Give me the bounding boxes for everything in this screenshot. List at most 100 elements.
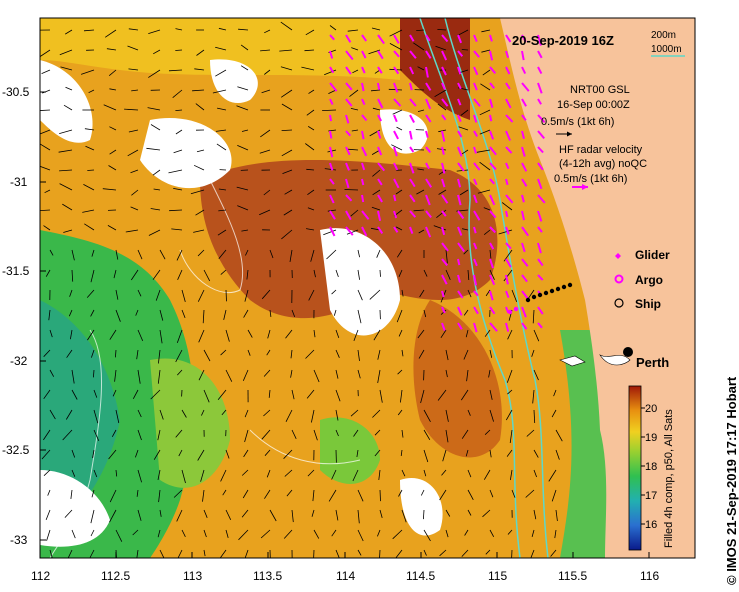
velocity-arrow bbox=[436, 148, 447, 151]
velocity-arrow bbox=[357, 369, 361, 379]
velocity-arrow bbox=[313, 369, 320, 383]
glider-legend-label: Glider bbox=[635, 248, 670, 262]
velocity-arrow bbox=[71, 249, 75, 261]
velocity-arrow bbox=[218, 209, 227, 212]
velocity-arrow bbox=[59, 183, 73, 191]
hf-arrow bbox=[537, 34, 542, 46]
hf-arrow bbox=[489, 258, 494, 269]
hf-arrow bbox=[345, 82, 353, 91]
cloud-gap bbox=[40, 470, 110, 547]
velocity-arrow bbox=[377, 369, 381, 384]
x-tick-label: 116 bbox=[640, 569, 659, 583]
velocity-arrow bbox=[130, 269, 139, 281]
velocity-arrow bbox=[84, 223, 95, 231]
velocity-arrow bbox=[111, 429, 117, 437]
velocity-arrow bbox=[281, 149, 293, 157]
velocity-arrow bbox=[159, 309, 164, 321]
velocity-arrow bbox=[357, 349, 360, 361]
velocity-arrow bbox=[331, 289, 337, 295]
hf-arrow bbox=[505, 130, 512, 141]
velocity-arrow bbox=[225, 369, 233, 382]
y-tick-label: -31 bbox=[10, 175, 28, 189]
velocity-arrow bbox=[372, 409, 381, 418]
velocity-arrow bbox=[115, 309, 121, 322]
hf-arrow bbox=[441, 130, 446, 142]
velocity-arrow bbox=[554, 529, 557, 539]
velocity-arrow bbox=[203, 549, 206, 557]
velocity-arrow bbox=[202, 309, 205, 324]
hf-arrow bbox=[377, 82, 381, 90]
velocity-arrow bbox=[551, 489, 557, 502]
hf-arrow bbox=[457, 258, 461, 266]
velocity-arrow bbox=[307, 189, 315, 196]
velocity-arrow bbox=[115, 409, 120, 424]
y-tick-label: -32.5 bbox=[2, 443, 30, 457]
velocity-arrow bbox=[396, 309, 403, 323]
velocity-arrow bbox=[467, 409, 471, 416]
hf-arrow bbox=[377, 210, 382, 222]
velocity-arrow bbox=[480, 83, 491, 91]
hf-arrow bbox=[537, 194, 546, 204]
velocity-arrow bbox=[44, 189, 51, 194]
velocity-arrow bbox=[423, 429, 431, 441]
hf-arrow bbox=[329, 226, 336, 237]
velocity-arrow bbox=[181, 289, 186, 303]
velocity-arrow bbox=[311, 509, 315, 517]
hf-arrow bbox=[361, 66, 366, 74]
velocity-arrow bbox=[467, 509, 472, 516]
velocity-arrow bbox=[438, 129, 447, 133]
velocity-arrow bbox=[498, 229, 513, 235]
hf-arrow bbox=[489, 210, 497, 219]
velocity-arrow bbox=[247, 329, 253, 338]
velocity-arrow bbox=[420, 489, 425, 496]
hf-arrow bbox=[521, 130, 525, 140]
hf-arrow bbox=[505, 258, 512, 268]
velocity-arrow bbox=[459, 189, 469, 196]
velocity-arrow bbox=[398, 329, 403, 337]
velocity-arrow bbox=[46, 529, 51, 541]
hf-arrow bbox=[361, 114, 368, 122]
velocity-arrow bbox=[127, 149, 139, 157]
velocity-arrow bbox=[181, 529, 186, 537]
velocity-arrow bbox=[465, 449, 469, 457]
hf-arrow bbox=[505, 66, 511, 75]
velocity-vectors bbox=[40, 21, 563, 558]
velocity-arrow bbox=[369, 289, 381, 300]
velocity-arrow bbox=[266, 469, 271, 478]
hf-arrow bbox=[521, 210, 525, 221]
velocity-arrow bbox=[158, 349, 161, 364]
velocity-arrow bbox=[350, 108, 359, 111]
hf-arrow bbox=[521, 306, 527, 318]
hf-arrow bbox=[345, 162, 350, 171]
velocity-arrow bbox=[461, 429, 469, 439]
warm-south bbox=[413, 300, 502, 458]
velocity-arrow bbox=[372, 107, 381, 111]
hf-arrow bbox=[505, 82, 511, 90]
velocity-arrow bbox=[102, 188, 117, 191]
hf-arrow bbox=[329, 82, 338, 92]
hf-arrow bbox=[441, 210, 447, 217]
hf-arrow bbox=[457, 194, 462, 206]
velocity-arrow bbox=[467, 289, 472, 298]
hf-arrow bbox=[393, 226, 399, 233]
hf-arrow bbox=[473, 162, 481, 171]
velocity-arrow bbox=[115, 529, 123, 542]
velocity-arrow bbox=[263, 409, 271, 417]
velocity-arrow bbox=[241, 229, 249, 232]
hf-arrow bbox=[393, 114, 398, 123]
hf-arrow bbox=[489, 226, 497, 234]
isobath-1000m bbox=[419, 18, 521, 558]
velocity-arrow bbox=[91, 349, 95, 358]
hf-arrow bbox=[345, 34, 352, 43]
hf-arrow bbox=[505, 98, 512, 109]
velocity-arrow bbox=[328, 129, 337, 132]
velocity-arrow bbox=[137, 429, 142, 441]
hf-scale: 0.5m/s (1kt 6h) bbox=[554, 173, 627, 185]
hf-arrow bbox=[521, 194, 525, 203]
velocity-arrow bbox=[327, 209, 337, 212]
velocity-arrow bbox=[423, 309, 427, 318]
hf-arrow bbox=[393, 130, 399, 140]
velocity-arrow bbox=[246, 269, 249, 280]
velocity-arrow bbox=[401, 469, 406, 477]
hf-arrow bbox=[409, 146, 415, 153]
